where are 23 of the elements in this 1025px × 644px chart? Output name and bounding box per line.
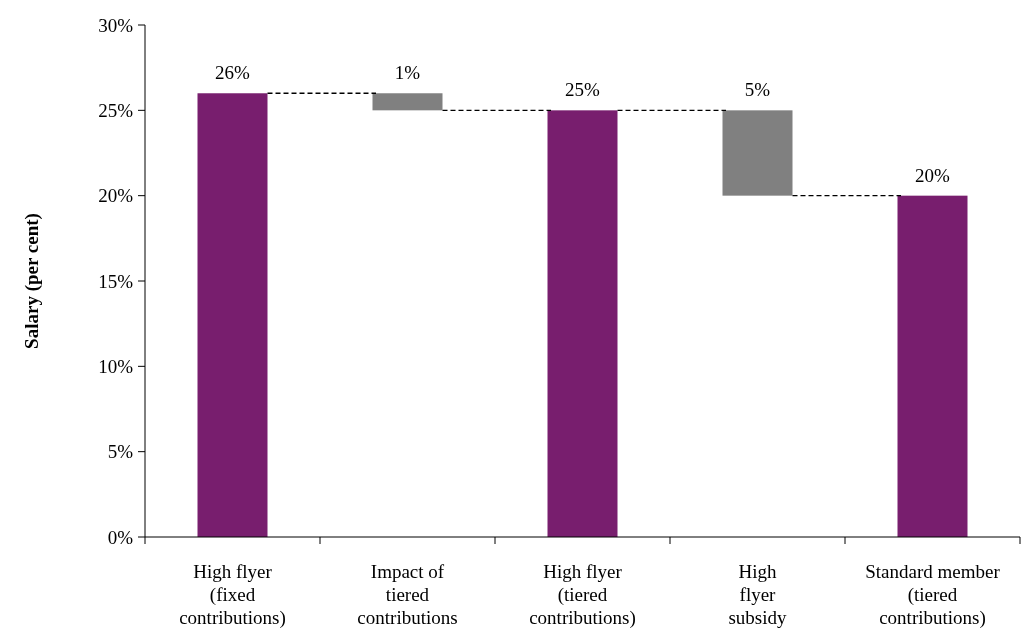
- y-tick-label: 20%: [98, 185, 134, 207]
- data-label: 1%: [394, 62, 421, 84]
- data-label: 20%: [915, 164, 951, 186]
- x-tick-label: High flyer (fixed contributions): [179, 561, 286, 629]
- data-label: 5%: [744, 79, 771, 101]
- y-tick-label: 30%: [98, 14, 134, 36]
- x-tick-label: Impact of tiered contributions: [357, 561, 458, 628]
- bar: [372, 93, 443, 111]
- y-tick-label: 25%: [98, 99, 134, 121]
- bar: [897, 195, 968, 537]
- y-tick-label: 10%: [98, 355, 134, 377]
- x-tick-label: High flyer subsidy: [728, 561, 788, 628]
- bar: [547, 110, 618, 537]
- bar: [722, 110, 793, 196]
- data-label: 26%: [215, 62, 251, 84]
- y-tick-label: 5%: [107, 441, 134, 463]
- x-tick-label: Standard member (tiered contributions): [865, 561, 1001, 629]
- bar: [197, 93, 268, 537]
- y-tick-label: 15%: [98, 270, 134, 292]
- x-tick-label: High flyer (tiered contributions): [529, 561, 636, 629]
- y-axis-title: Salary (per cent): [21, 213, 43, 349]
- data-label: 25%: [565, 79, 601, 101]
- y-tick-label: 0%: [107, 526, 134, 548]
